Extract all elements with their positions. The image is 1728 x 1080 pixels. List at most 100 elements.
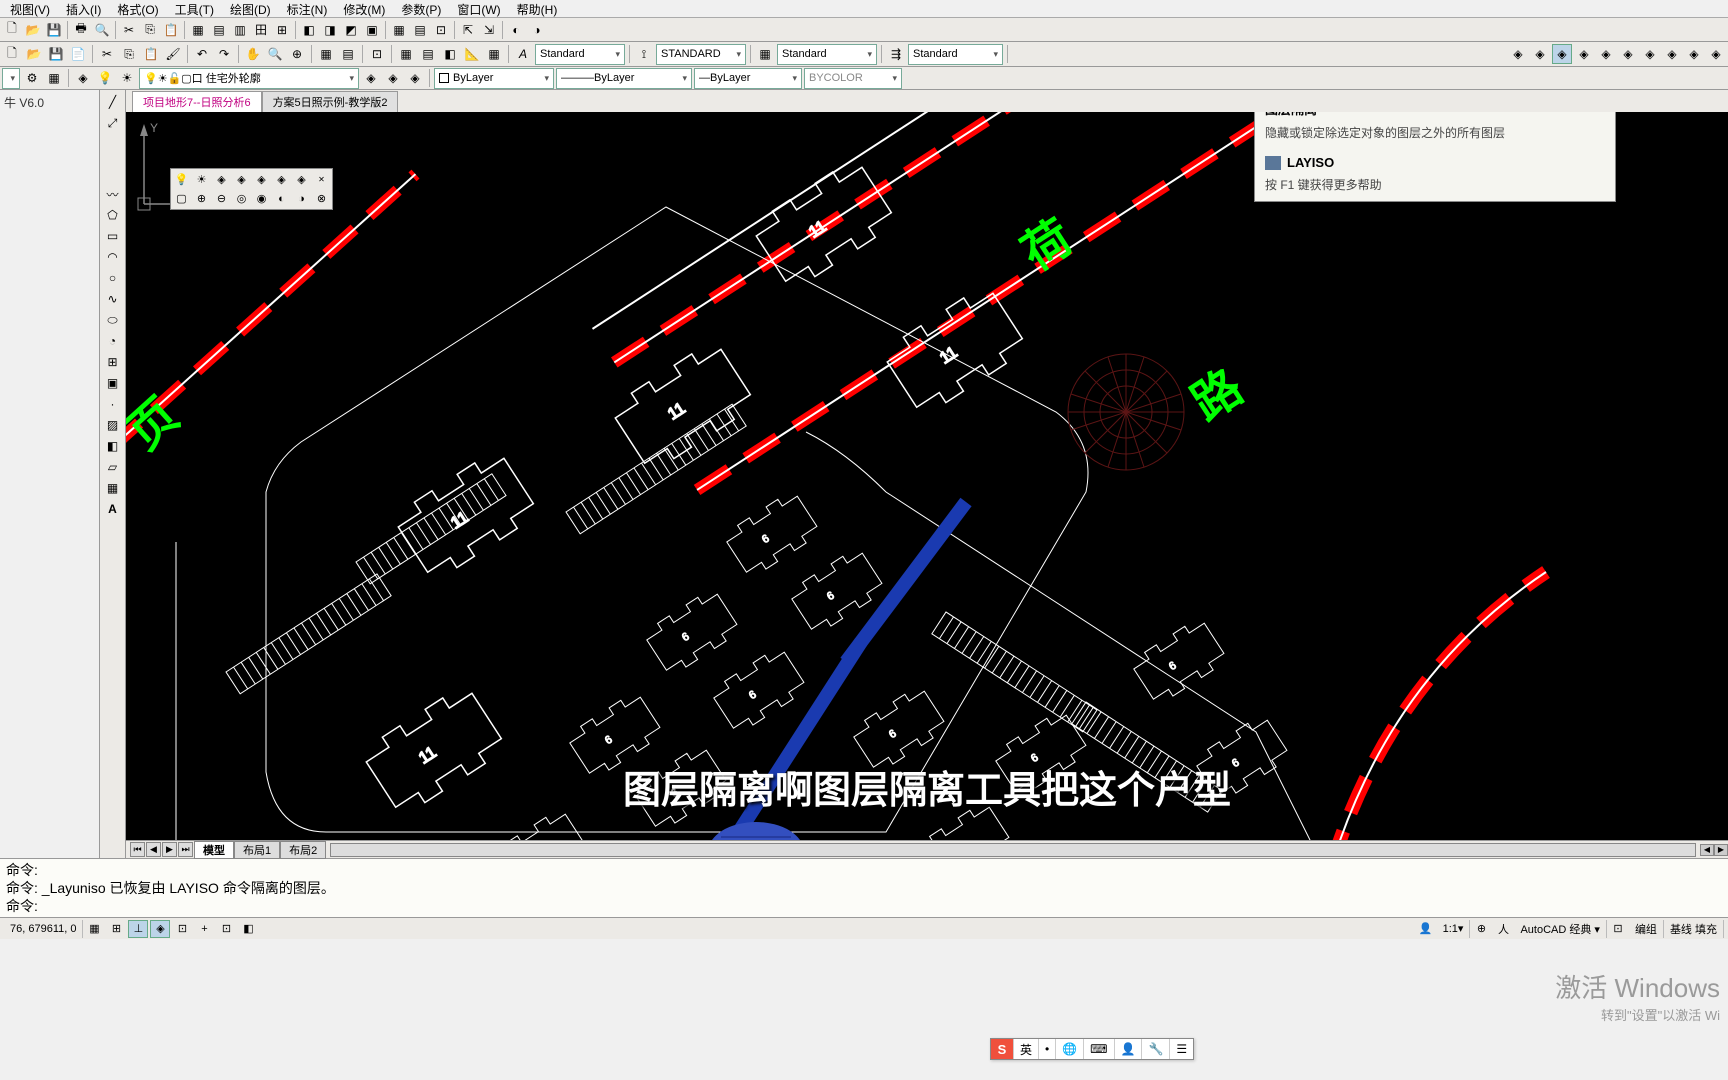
ime-icon[interactable]: ⌨ [1083,1039,1113,1059]
menu-insert[interactable]: 插入(I) [58,0,109,17]
tool-icon[interactable]: ◧ [299,20,319,40]
arc-icon[interactable]: ◠ [102,247,124,267]
tool-icon[interactable]: ✂ [97,44,117,64]
undo-icon[interactable]: ↶ [192,44,212,64]
mlstyle-combo[interactable]: Standard▾ [908,44,1003,65]
ime-icon[interactable]: 👤 [1114,1039,1142,1059]
tool-icon[interactable]: ▤ [418,44,438,64]
float-icon[interactable]: ◈ [292,170,311,189]
hatch-icon[interactable]: ▨ [102,415,124,435]
status-icon[interactable]: ▦ [84,920,104,938]
mlstyle-icon[interactable]: ⇶ [886,44,906,64]
float-icon[interactable]: ◐ [272,189,291,208]
float-icon[interactable]: ◉ [252,189,271,208]
tool-icon[interactable]: ▣ [362,20,382,40]
status-icon[interactable]: ⊥ [128,920,148,938]
float-icon[interactable]: ◈ [212,170,231,189]
point-icon[interactable]: · [102,394,124,414]
layer-tool-icon[interactable]: ◈ [1662,44,1682,64]
table-icon[interactable]: ▦ [102,478,124,498]
scroll-right-icon[interactable]: ▶ [1714,844,1728,856]
tool-icon[interactable]: 🗋 [2,44,22,64]
layiso-icon[interactable]: ◈ [1552,44,1572,64]
tool-icon[interactable]: 🖌 [163,44,183,64]
tool-icon[interactable]: ▦ [44,68,64,88]
float-icon[interactable]: ◑ [292,189,311,208]
spline-icon[interactable]: ∿ [102,289,124,309]
text-icon[interactable]: A [102,499,124,519]
tool-icon[interactable]: 📂 [24,44,44,64]
tool-icon[interactable]: ▦ [188,20,208,40]
menu-window[interactable]: 窗口(W) [449,0,508,17]
menu-help[interactable]: 帮助(H) [509,0,566,17]
tool-icon[interactable]: ⊡ [431,20,451,40]
tool-icon[interactable]: ◩ [341,20,361,40]
lineweight-combo[interactable]: — ByLayer▾ [694,68,802,89]
prev-tab-icon[interactable]: ◀ [146,842,161,857]
polygon-icon[interactable]: ⬠ [102,205,124,225]
copy-icon[interactable]: ⎘ [140,20,160,40]
tool-icon[interactable]: 田 [251,20,271,40]
tool-icon[interactable]: ⎘ [119,44,139,64]
layer-tool-icon[interactable]: ◈ [1618,44,1638,64]
status-icon[interactable]: 👤 [1416,920,1436,938]
ime-icon[interactable]: ☰ [1169,1039,1193,1059]
ime-lang[interactable]: 英 [1013,1039,1038,1059]
tool-icon[interactable]: ▦ [389,20,409,40]
menu-draw[interactable]: 绘图(D) [222,0,279,17]
float-icon[interactable]: ◈ [232,170,251,189]
scroll-left-icon[interactable]: ◀ [1700,844,1714,856]
tool-icon[interactable]: ▥ [230,20,250,40]
status-text[interactable]: 基线 填充 [1664,920,1724,938]
layer-tool-icon[interactable]: ◈ [1530,44,1550,64]
tool-icon[interactable]: ◑ [527,20,547,40]
tool-icon[interactable]: ⊕ [287,44,307,64]
tool-icon[interactable]: 📄 [68,44,88,64]
layer-tool-icon[interactable]: ◈ [1684,44,1704,64]
open-icon[interactable]: 📂 [23,20,43,40]
ime-icon[interactable]: 🔧 [1141,1039,1169,1059]
block-icon[interactable]: ▣ [102,373,124,393]
doc-tab[interactable]: 方案5日照示例-教学版2 [262,91,399,112]
status-scale[interactable]: 1:1▾ [1437,920,1471,938]
menu-dim[interactable]: 标注(N) [279,0,336,17]
command-line[interactable]: 命令: 命令: _Layuniso 已恢复由 LAYISO 命令隔离的图层。 命… [0,858,1728,917]
new-icon[interactable]: 🗋 [2,20,22,40]
region-icon[interactable]: ▱ [102,457,124,477]
tool-icon[interactable]: ⇲ [479,20,499,40]
linetype-combo[interactable]: ——— ByLayer▾ [556,68,692,89]
ime-bar[interactable]: S 英 • 🌐 ⌨ 👤 🔧 ☰ [990,1038,1194,1060]
status-icon[interactable]: ◧ [238,920,258,938]
paste-icon[interactable]: 📋 [161,20,181,40]
tool-icon[interactable]: ▤ [410,20,430,40]
tool-icon[interactable]: ◧ [440,44,460,64]
menu-modify[interactable]: 修改(M) [335,0,393,17]
float-close-icon[interactable]: ✕ [312,170,331,189]
status-icon[interactable]: + [194,920,214,938]
dimstyle-combo[interactable]: STANDARD▾ [656,44,746,65]
ime-logo-icon[interactable]: S [991,1039,1013,1059]
pan-icon[interactable]: ✋ [243,44,263,64]
tool-icon[interactable]: ◈ [361,68,381,88]
first-tab-icon[interactable]: ⏮ [130,842,145,857]
textstyle-icon[interactable]: A [513,44,533,64]
status-text[interactable]: AutoCAD 经典 ▾ [1514,920,1607,938]
status-icon[interactable]: ⊡ [172,920,192,938]
float-icon[interactable]: ◈ [272,170,291,189]
layer-combo[interactable]: 💡☀🔓▢ 口 住宅外轮廓▾ [139,68,359,89]
tool-icon[interactable]: ▦ [316,44,336,64]
status-icon[interactable]: 人 [1493,920,1513,938]
next-tab-icon[interactable]: ▶ [162,842,177,857]
status-icon[interactable]: ⊞ [106,920,126,938]
print-icon[interactable]: 🖶 [71,20,91,40]
ime-icon[interactable]: 🌐 [1055,1039,1083,1059]
workspace-combo[interactable]: ▾ [2,68,20,89]
menu-tools[interactable]: 工具(T) [167,0,222,17]
float-icon[interactable]: 💡 [172,170,191,189]
tool-icon[interactable]: ⚙ [22,68,42,88]
float-icon[interactable]: ☀ [192,170,211,189]
float-icon[interactable]: ◎ [232,189,251,208]
layer-tool-icon[interactable]: ◈ [1640,44,1660,64]
last-tab-icon[interactable]: ⏭ [178,842,193,857]
plotcolor-combo[interactable]: BYCOLOR▾ [804,68,902,89]
